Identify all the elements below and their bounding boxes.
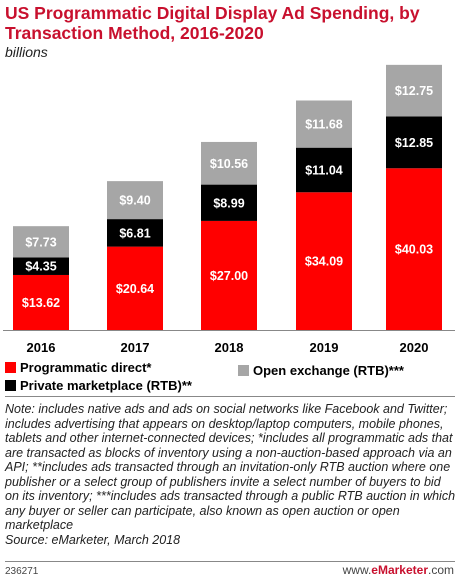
bar-private-marketplace-rtb-2016 (13, 257, 69, 275)
stacked-bar-chart: $13.62 $4.35 $7.73 2016 $20.64 $6.81 $9.40 2017… (3, 64, 455, 355)
x-tick-label-2018: 2018 (215, 340, 244, 355)
data-label-private-marketplace-rtb-2019: $11.04 (305, 163, 343, 177)
data-label-programmatic-direct-2016: $13.62 (22, 296, 60, 310)
bar-open-exchange-rtb-2017 (107, 181, 163, 220)
legend-swatch-private-marketplace (5, 380, 16, 391)
data-label-private-marketplace-rtb-2017: $6.81 (119, 226, 150, 240)
legend-swatch-programmatic-direct (5, 362, 16, 373)
legend-item-open-exchange: Open exchange (RTB)*** (238, 363, 404, 378)
bar-programmatic-direct-2019 (296, 192, 352, 330)
chart-subtitle: billions (5, 44, 48, 60)
data-label-private-marketplace-rtb-2016: $4.35 (25, 260, 56, 274)
data-label-open-exchange-rtb-2018: $10.56 (210, 157, 248, 171)
data-label-open-exchange-rtb-2019: $11.68 (305, 118, 343, 132)
footnote: Note: includes native ads and ads on soc… (5, 402, 457, 547)
legend-label-open-exchange: Open exchange (RTB)*** (253, 363, 404, 378)
bar-private-marketplace-rtb-2019 (296, 147, 352, 193)
data-label-programmatic-direct-2017: $20.64 (116, 282, 154, 296)
bar-private-marketplace-rtb-2018 (201, 184, 257, 221)
data-label-programmatic-direct-2020: $40.03 (395, 243, 433, 257)
brand-name: eMarketer (371, 563, 428, 577)
bar-private-marketplace-rtb-2020 (386, 116, 442, 169)
data-label-open-exchange-rtb-2016: $7.73 (25, 235, 56, 249)
data-label-open-exchange-rtb-2020: $12.75 (395, 84, 433, 98)
bar-programmatic-direct-2018 (201, 220, 257, 330)
chart-id: 236271 (5, 566, 39, 577)
divider-top (5, 396, 455, 397)
x-tick-label-2020: 2020 (400, 340, 429, 355)
data-label-programmatic-direct-2018: $27.00 (210, 269, 248, 283)
legend-item-programmatic-direct: Programmatic direct* (5, 360, 152, 375)
bar-private-marketplace-rtb-2017 (107, 219, 163, 247)
bar-open-exchange-rtb-2016 (13, 226, 69, 258)
bar-open-exchange-rtb-2018 (201, 141, 257, 185)
brand-link[interactable]: www.eMarketer.com (343, 563, 454, 577)
source-text: Source: eMarketer, March 2018 (5, 532, 181, 547)
data-label-open-exchange-rtb-2017: $9.40 (119, 194, 150, 208)
x-tick-label-2017: 2017 (121, 340, 150, 355)
bar-programmatic-direct-2016 (13, 274, 69, 330)
bar-programmatic-direct-2017 (107, 246, 163, 330)
legend-swatch-open-exchange (238, 365, 249, 376)
brand-suffix: .com (427, 563, 454, 577)
brand-prefix: www. (342, 563, 372, 577)
data-label-private-marketplace-rtb-2020: $12.85 (395, 136, 433, 150)
x-tick-label-2016: 2016 (27, 340, 56, 355)
data-label-private-marketplace-rtb-2018: $8.99 (213, 196, 244, 210)
bar-open-exchange-rtb-2020 (386, 64, 442, 117)
data-label-programmatic-direct-2019: $34.09 (305, 255, 343, 269)
x-tick-label-2019: 2019 (310, 340, 339, 355)
chart-title: US Programmatic Digital Display Ad Spend… (5, 3, 420, 43)
legend-label-programmatic-direct: Programmatic direct* (20, 360, 152, 375)
divider-bottom (5, 561, 455, 562)
note-text: Note: includes native ads and ads on soc… (5, 402, 456, 532)
bar-open-exchange-rtb-2019 (296, 100, 352, 148)
legend-label-private-marketplace: Private marketplace (RTB)** (20, 378, 192, 393)
bar-programmatic-direct-2020 (386, 168, 442, 330)
legend-item-private-marketplace: Private marketplace (RTB)** (5, 378, 192, 393)
